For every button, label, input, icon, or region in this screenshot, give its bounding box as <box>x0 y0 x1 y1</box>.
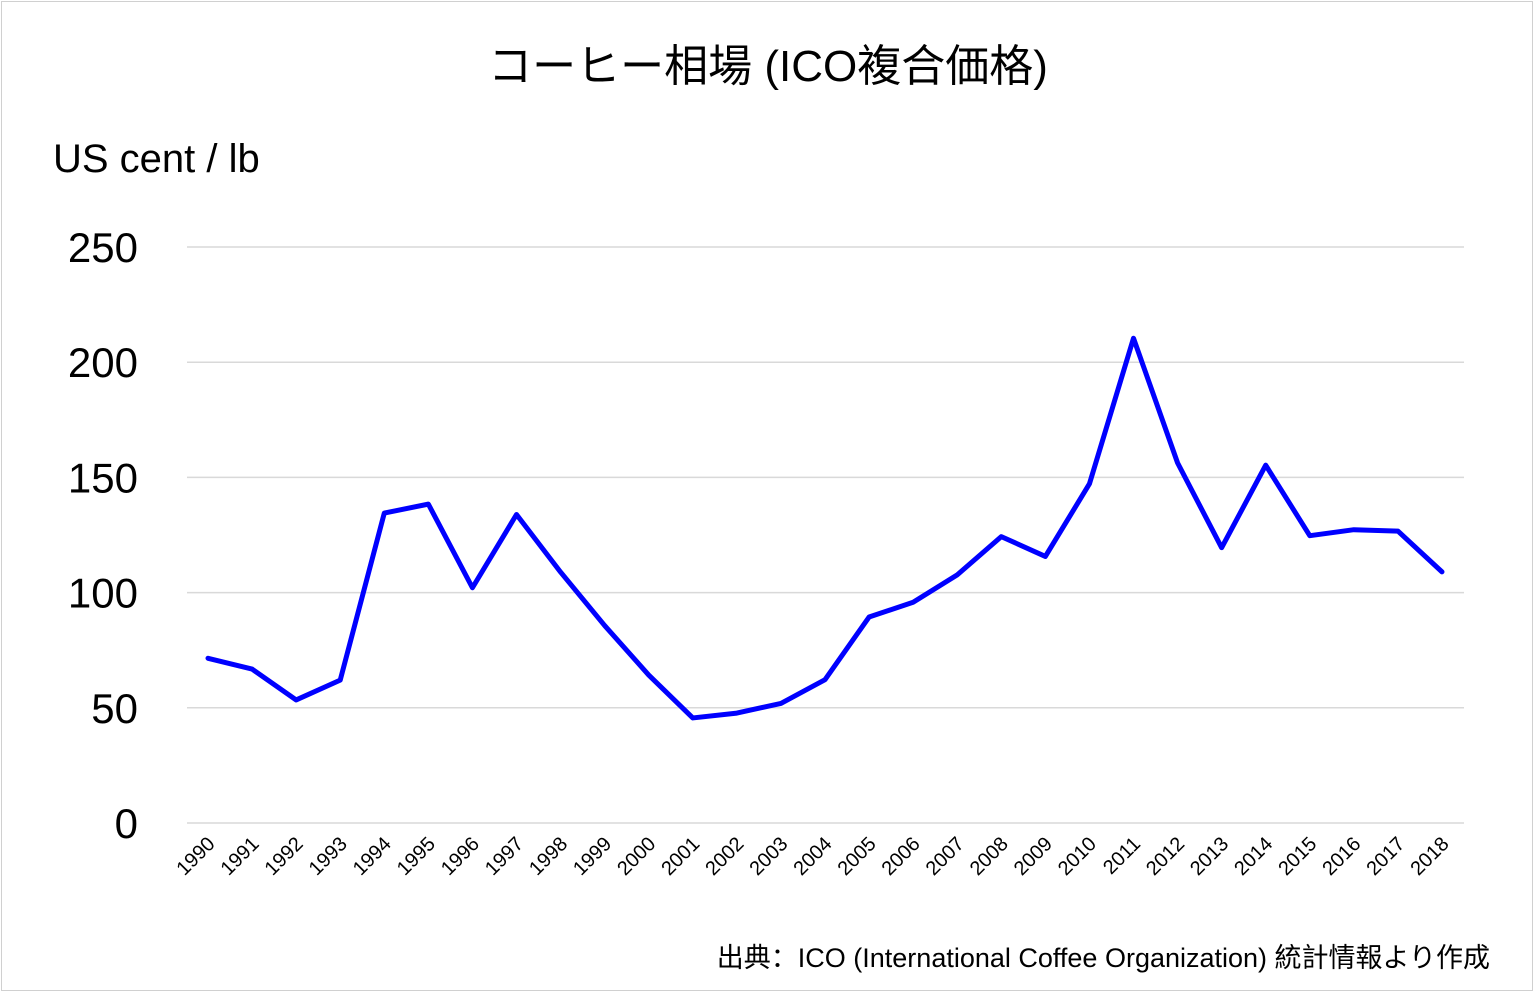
y-axis-label: US cent / lb <box>53 137 260 181</box>
y-tick-label: 0 <box>115 800 138 847</box>
x-tick-label: 1998 <box>525 833 572 880</box>
x-tick-label: 2011 <box>1099 833 1145 879</box>
x-tick-label: 1995 <box>393 833 440 880</box>
x-tick-label: 1997 <box>481 833 528 880</box>
chart-title: コーヒー相場 (ICO複合価格) <box>488 42 1048 91</box>
x-tick-label: 2014 <box>1230 833 1277 880</box>
x-tick-label: 2013 <box>1186 833 1233 880</box>
x-tick-label: 2017 <box>1362 833 1409 880</box>
y-tick-label: 250 <box>68 224 138 271</box>
x-tick-label: 2010 <box>1054 833 1101 880</box>
y-tick-label: 100 <box>68 570 138 617</box>
y-tick-label: 50 <box>91 685 138 732</box>
x-tick-label: 1999 <box>569 833 616 880</box>
x-tick-label: 1990 <box>173 833 220 880</box>
y-tick-label: 200 <box>68 339 138 386</box>
source-note: 出典：ICO (International Coffee Organizatio… <box>716 943 1490 973</box>
x-tick-label: 1994 <box>349 833 396 880</box>
x-tick-label: 1991 <box>217 833 264 880</box>
x-tick-label: 2002 <box>701 833 748 880</box>
x-tick-label: 2018 <box>1407 833 1454 880</box>
x-tick-label: 2005 <box>834 833 881 880</box>
x-tick-label: 2012 <box>1142 833 1189 880</box>
series-line <box>205 335 1445 721</box>
x-tick-label: 1996 <box>437 833 484 880</box>
x-tick-label: 2009 <box>1010 833 1057 880</box>
x-tick-label: 2004 <box>790 833 837 880</box>
x-tick-label: 2003 <box>745 833 792 880</box>
x-tick-label: 2001 <box>657 833 704 880</box>
x-tick-label: 2006 <box>878 833 925 880</box>
x-tick-label: 2000 <box>613 833 660 880</box>
x-tick-label: 2007 <box>922 833 969 880</box>
x-tick-label: 2016 <box>1318 833 1365 880</box>
x-tick-label: 2015 <box>1274 833 1321 880</box>
x-tick-label: 1992 <box>261 833 308 880</box>
x-tick-label: 2008 <box>966 833 1013 880</box>
y-tick-label: 150 <box>68 454 138 501</box>
x-tick-label: 1993 <box>305 833 352 880</box>
